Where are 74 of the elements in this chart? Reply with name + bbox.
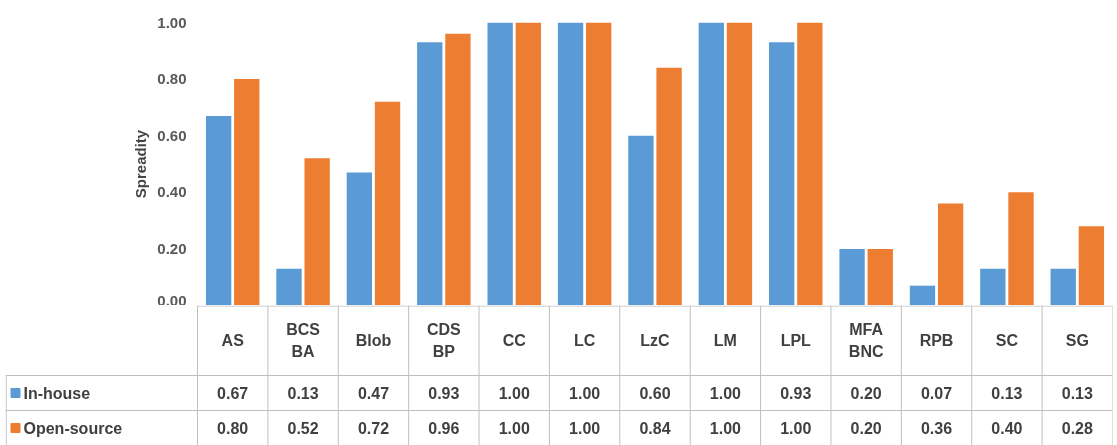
bar [234, 79, 260, 305]
bar [1050, 268, 1076, 305]
bar [769, 42, 795, 305]
bar [346, 172, 373, 305]
bar [839, 248, 865, 305]
data-label: 0.28 [1061, 420, 1093, 437]
legend-label: Open-source [23, 419, 123, 437]
bar [374, 101, 401, 305]
bar [586, 22, 612, 305]
x-tick-label: CC [502, 332, 527, 349]
data-label: 1.00 [709, 420, 742, 437]
data-label: 0.80 [217, 420, 249, 437]
data-label: 1.00 [709, 385, 742, 402]
bar [445, 33, 471, 305]
bar [909, 285, 936, 305]
x-tick-label: LM [713, 332, 737, 349]
data-label: 0.60 [639, 385, 671, 402]
data-label: 0.52 [287, 420, 319, 437]
data-label: 0.67 [217, 385, 249, 402]
y-tick-label: 0.80 [157, 70, 187, 88]
data-label: 0.47 [357, 385, 390, 402]
data-label: 1.00 [569, 385, 601, 402]
data-label: 0.72 [357, 420, 390, 437]
bar [867, 248, 893, 305]
bar [557, 22, 584, 305]
bar [304, 158, 330, 305]
data-label: 0.20 [850, 420, 882, 437]
bar [417, 42, 443, 305]
data-label: 0.93 [780, 385, 812, 402]
bar [797, 22, 823, 305]
x-tick-label: LC [573, 332, 596, 349]
y-tick-label: 0.60 [157, 126, 187, 144]
bar [937, 203, 964, 305]
data-label: 0.07 [920, 385, 953, 402]
x-tick-label: SC [995, 332, 1019, 349]
data-label: 0.13 [1061, 385, 1093, 402]
y-tick-label: 0.20 [157, 239, 187, 257]
bar [515, 22, 541, 305]
x-tick-label: RPB [919, 332, 954, 349]
bar [1008, 192, 1034, 305]
data-label: 0.84 [639, 420, 671, 437]
y-axis-title: Spreadity [132, 129, 150, 199]
data-label: 1.00 [780, 420, 812, 437]
bar [698, 22, 724, 305]
x-tick-label: CDS BP [426, 320, 462, 361]
data-label: 0.20 [850, 385, 882, 402]
y-tick-label: 0.00 [157, 291, 187, 309]
x-tick-label: AS [221, 332, 245, 349]
bar [276, 268, 302, 305]
data-label: 0.96 [428, 420, 460, 437]
data-label: 0.36 [920, 420, 953, 437]
bar [628, 135, 654, 305]
data-label: 0.13 [991, 385, 1023, 402]
bar [980, 268, 1006, 305]
bar [205, 115, 232, 305]
bar [1078, 226, 1105, 305]
bar [656, 67, 682, 305]
legend-label: In-house [23, 384, 91, 402]
data-label: 1.00 [498, 420, 530, 437]
bar [726, 22, 753, 305]
x-tick-label: LzC [640, 332, 671, 349]
data-label: 0.40 [991, 420, 1023, 437]
data-label: 0.93 [428, 385, 460, 402]
y-tick-label: 1.00 [157, 13, 187, 31]
bar [487, 22, 513, 305]
data-label: 1.00 [569, 420, 601, 437]
x-tick-label: BCS BA [286, 320, 321, 361]
x-tick-label: MFA BNC [848, 320, 884, 361]
x-tick-label: SG [1065, 332, 1089, 349]
data-label: 0.13 [287, 385, 319, 402]
x-tick-label: LPL [780, 332, 812, 349]
x-tick-label: Blob [355, 332, 392, 349]
data-label: 1.00 [498, 385, 530, 402]
y-tick-label: 0.40 [157, 183, 187, 201]
